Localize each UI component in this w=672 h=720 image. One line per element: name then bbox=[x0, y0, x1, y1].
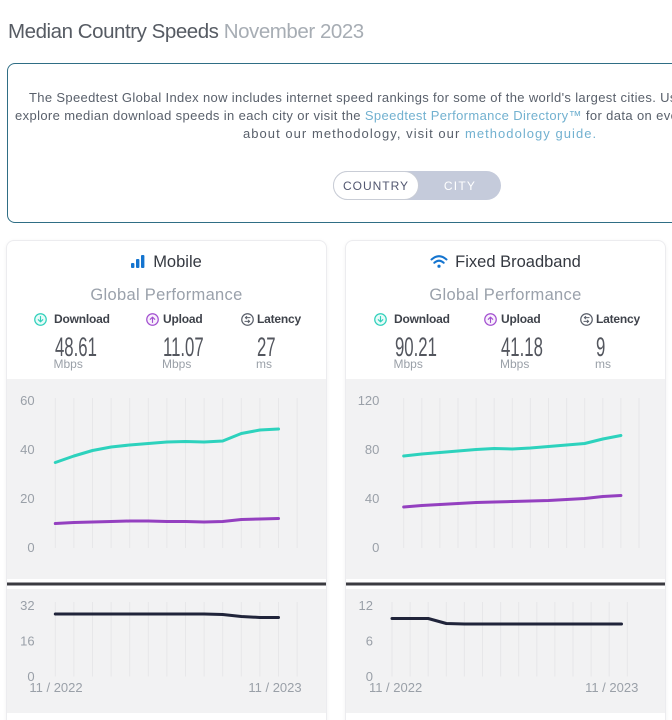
svg-text:0: 0 bbox=[27, 669, 34, 684]
svg-text:32: 32 bbox=[20, 598, 34, 613]
svg-text:11 / 2023: 11 / 2023 bbox=[585, 680, 638, 695]
svg-text:0: 0 bbox=[372, 540, 379, 555]
svg-text:40: 40 bbox=[20, 442, 34, 457]
svg-text:80: 80 bbox=[365, 442, 379, 457]
svg-text:6: 6 bbox=[366, 634, 373, 649]
svg-text:16: 16 bbox=[20, 634, 34, 649]
svg-text:40: 40 bbox=[365, 491, 379, 506]
svg-text:0: 0 bbox=[366, 669, 373, 684]
svg-text:12: 12 bbox=[359, 598, 373, 613]
svg-text:60: 60 bbox=[20, 393, 34, 408]
svg-text:0: 0 bbox=[27, 540, 34, 555]
svg-text:11 / 2023: 11 / 2023 bbox=[248, 680, 301, 695]
svg-text:11 / 2022: 11 / 2022 bbox=[29, 680, 82, 695]
svg-text:120: 120 bbox=[358, 393, 380, 408]
svg-text:20: 20 bbox=[20, 491, 34, 506]
svg-text:11 / 2022: 11 / 2022 bbox=[369, 680, 422, 695]
